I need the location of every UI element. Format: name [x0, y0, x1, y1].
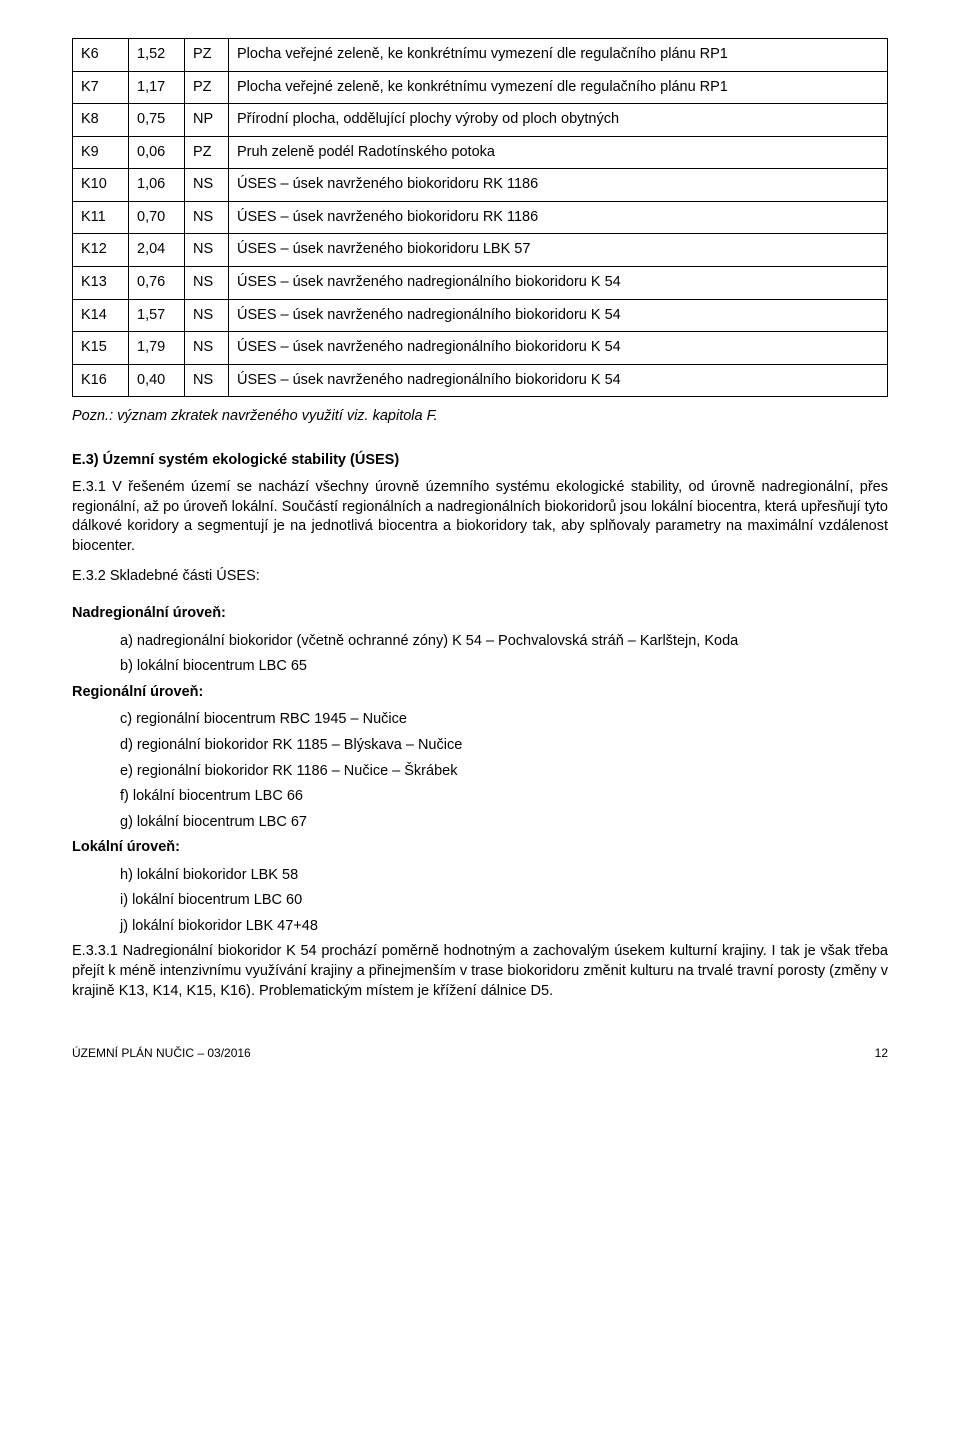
- table-cell: NS: [185, 201, 229, 234]
- table-cell: 0,76: [129, 266, 185, 299]
- table-cell: PZ: [185, 136, 229, 169]
- table-cell: NS: [185, 364, 229, 397]
- table-cell: K6: [73, 39, 129, 72]
- table-cell: 1,79: [129, 332, 185, 365]
- table-cell: NS: [185, 299, 229, 332]
- list-item: j) lokální biokoridor LBK 47+48: [120, 917, 888, 937]
- list-item: e) regionální biokoridor RK 1186 – Nučic…: [120, 762, 888, 782]
- table-cell: K11: [73, 201, 129, 234]
- list-item: g) lokální biocentrum LBC 67: [120, 813, 888, 833]
- page: K61,52PZPlocha veřejné zeleně, ke konkré…: [0, 0, 960, 1091]
- table-cell: NS: [185, 266, 229, 299]
- level-lok-title: Lokální úroveň:: [72, 838, 888, 858]
- table-cell: 0,75: [129, 104, 185, 137]
- level-reg-title: Regionální úroveň:: [72, 683, 888, 703]
- table-row: K61,52PZPlocha veřejné zeleně, ke konkré…: [73, 39, 888, 72]
- table-cell: Plocha veřejné zeleně, ke konkrétnímu vy…: [229, 71, 888, 104]
- table-row: K141,57NSÚSES – úsek navrženého nadregio…: [73, 299, 888, 332]
- table-cell: 1,52: [129, 39, 185, 72]
- table-cell: ÚSES – úsek navrženého nadregionálního b…: [229, 266, 888, 299]
- table-cell: ÚSES – úsek navrženého nadregionálního b…: [229, 364, 888, 397]
- table-row: K90,06PZPruh zeleně podél Radotínského p…: [73, 136, 888, 169]
- table-row: K101,06NSÚSES – úsek navrženého biokorid…: [73, 169, 888, 202]
- table-cell: Pruh zeleně podél Radotínského potoka: [229, 136, 888, 169]
- list-item: a) nadregionální biokoridor (včetně ochr…: [120, 632, 888, 652]
- nad-list: a) nadregionální biokoridor (včetně ochr…: [120, 632, 888, 677]
- table-cell: K13: [73, 266, 129, 299]
- table-row: K80,75NPPřírodní plocha, oddělující ploc…: [73, 104, 888, 137]
- list-item: f) lokální biocentrum LBC 66: [120, 787, 888, 807]
- table-cell: ÚSES – úsek navrženého nadregionálního b…: [229, 299, 888, 332]
- table-cell: 2,04: [129, 234, 185, 267]
- table-row: K160,40NSÚSES – úsek navrženého nadregio…: [73, 364, 888, 397]
- table-cell: PZ: [185, 39, 229, 72]
- table-cell: Plocha veřejné zeleně, ke konkrétnímu vy…: [229, 39, 888, 72]
- paragraph-e31: E.3.1 V řešeném území se nachází všechny…: [72, 478, 888, 556]
- table-cell: 1,06: [129, 169, 185, 202]
- table-cell: ÚSES – úsek navrženého nadregionálního b…: [229, 332, 888, 365]
- table-cell: NP: [185, 104, 229, 137]
- table-cell: K9: [73, 136, 129, 169]
- list-item: i) lokální biocentrum LBC 60: [120, 891, 888, 911]
- table-cell: 0,06: [129, 136, 185, 169]
- table-note: Pozn.: význam zkratek navrženého využití…: [72, 407, 888, 427]
- table-row: K151,79NSÚSES – úsek navrženého nadregio…: [73, 332, 888, 365]
- footer-left: ÚZEMNÍ PLÁN NUČIC – 03/2016: [72, 1045, 251, 1061]
- table-cell: 1,57: [129, 299, 185, 332]
- table-cell: K10: [73, 169, 129, 202]
- lok-list: h) lokální biokoridor LBK 58 i) lokální b…: [120, 866, 888, 937]
- table-row: K130,76NSÚSES – úsek navrženého nadregio…: [73, 266, 888, 299]
- list-item: h) lokální biokoridor LBK 58: [120, 866, 888, 886]
- paragraph-e331: E.3.3.1 Nadregionální biokoridor K 54 pr…: [72, 942, 888, 1001]
- list-item: c) regionální biocentrum RBC 1945 – Nuči…: [120, 710, 888, 730]
- table-cell: K7: [73, 71, 129, 104]
- table-row: K71,17PZPlocha veřejné zeleně, ke konkré…: [73, 71, 888, 104]
- table-cell: K15: [73, 332, 129, 365]
- table-cell: NS: [185, 234, 229, 267]
- table-cell: Přírodní plocha, oddělující plochy výrob…: [229, 104, 888, 137]
- reg-list: c) regionální biocentrum RBC 1945 – Nuči…: [120, 710, 888, 832]
- footer-right: 12: [875, 1045, 888, 1061]
- table-row: K110,70NSÚSES – úsek navrženého biokorid…: [73, 201, 888, 234]
- table-cell: NS: [185, 169, 229, 202]
- table-cell: K14: [73, 299, 129, 332]
- table-cell: PZ: [185, 71, 229, 104]
- table-cell: K12: [73, 234, 129, 267]
- list-item: d) regionální biokoridor RK 1185 – Blýsk…: [120, 736, 888, 756]
- page-footer: ÚZEMNÍ PLÁN NUČIC – 03/2016 12: [72, 1045, 888, 1061]
- table-row: K122,04NSÚSES – úsek navrženého biokorid…: [73, 234, 888, 267]
- table-cell: ÚSES – úsek navrženého biokoridoru LBK 5…: [229, 234, 888, 267]
- level-nad-title: Nadregionální úroveň:: [72, 604, 888, 624]
- zones-table: K61,52PZPlocha veřejné zeleně, ke konkré…: [72, 38, 888, 397]
- table-cell: NS: [185, 332, 229, 365]
- table-cell: 0,70: [129, 201, 185, 234]
- paragraph-e32: E.3.2 Skladebné části ÚSES:: [72, 567, 888, 587]
- table-cell: 0,40: [129, 364, 185, 397]
- table-cell: ÚSES – úsek navrženého biokoridoru RK 11…: [229, 169, 888, 202]
- list-item: b) lokální biocentrum LBC 65: [120, 657, 888, 677]
- table-cell: 1,17: [129, 71, 185, 104]
- section-e3-title: E.3) Územní systém ekologické stability …: [72, 451, 888, 471]
- table-cell: ÚSES – úsek navrženého biokoridoru RK 11…: [229, 201, 888, 234]
- table-cell: K16: [73, 364, 129, 397]
- table-cell: K8: [73, 104, 129, 137]
